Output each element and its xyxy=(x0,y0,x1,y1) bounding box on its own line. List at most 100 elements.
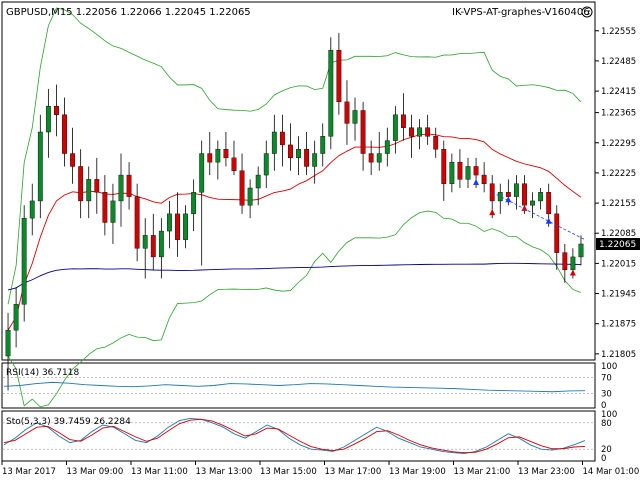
candle-body xyxy=(102,192,108,223)
candle xyxy=(158,218,164,279)
price-axis: 1.22555 1.22485 1.22415 1.22365 1.22295 1.222… xyxy=(595,27,636,360)
candle-body xyxy=(441,149,447,184)
candle xyxy=(465,157,471,188)
candle xyxy=(344,80,350,145)
candle xyxy=(401,93,406,141)
time-tick-label: 13 Mar 09:00 xyxy=(67,467,124,477)
candle-body xyxy=(142,235,148,249)
time-axis: 13 Mar 2017 13 Mar 09:00 13 Mar 11:00 13 Ma… xyxy=(1,461,639,477)
candle-body xyxy=(62,114,67,154)
candle xyxy=(417,119,422,150)
candle-body xyxy=(578,243,584,258)
candle xyxy=(392,106,398,154)
candle-body xyxy=(497,192,503,202)
candle xyxy=(304,132,310,176)
ma-fast-line xyxy=(7,133,582,331)
candle xyxy=(21,205,27,322)
candle xyxy=(328,37,334,150)
candle xyxy=(215,140,221,180)
signal-arrow-icon xyxy=(489,209,496,216)
candle xyxy=(94,157,100,214)
candle xyxy=(312,140,318,184)
candle-body xyxy=(288,144,293,159)
candle xyxy=(207,132,213,176)
rsi-axis: 100 70 30 0 xyxy=(601,362,617,411)
candle-body xyxy=(344,101,350,124)
candle xyxy=(199,140,205,266)
candle-body xyxy=(425,127,431,137)
candle-body xyxy=(360,110,366,154)
candle xyxy=(554,205,560,270)
candle-body xyxy=(376,153,382,163)
bb-lower-line xyxy=(7,210,582,408)
candle xyxy=(360,101,366,171)
candle-body xyxy=(409,127,414,137)
candle-body xyxy=(304,149,310,167)
candle xyxy=(320,123,326,167)
candle-body xyxy=(554,213,560,253)
candle xyxy=(54,84,59,137)
candle-body xyxy=(336,49,342,103)
candle xyxy=(150,213,156,270)
candle xyxy=(70,127,76,184)
candle-body xyxy=(457,161,463,180)
stoch-panel-frame xyxy=(1,410,596,462)
candle xyxy=(239,153,245,214)
rsi-line xyxy=(3,381,586,393)
smiley-icon xyxy=(581,6,593,18)
candle xyxy=(296,136,301,176)
candle xyxy=(167,200,172,249)
candlesticks xyxy=(5,32,584,391)
signal-arrow-icon xyxy=(505,196,512,203)
candle-body xyxy=(183,213,188,240)
candle xyxy=(183,205,188,249)
candle xyxy=(37,114,43,219)
candle-body xyxy=(392,114,398,141)
candle-body xyxy=(86,179,92,202)
price-tick-label: 1.21875 xyxy=(601,320,636,330)
candle-body xyxy=(223,149,229,159)
moving-averages xyxy=(7,133,582,331)
time-tick-label: 13 Mar 2017 xyxy=(2,467,56,477)
candle xyxy=(5,312,11,391)
rsi-indicator xyxy=(3,377,594,394)
price-tick-label: 1.22155 xyxy=(601,199,636,209)
time-tick-label: 13 Mar 13:00 xyxy=(196,467,253,477)
signal-arrow-icon xyxy=(473,179,480,185)
price-tick-label: 1.22555 xyxy=(601,27,636,37)
candle-body xyxy=(546,192,552,215)
candle-body xyxy=(279,131,285,146)
candle xyxy=(191,179,197,232)
candle xyxy=(409,114,414,158)
time-tick-label: 13 Mar 11:00 xyxy=(131,467,188,477)
ea-label: IK-VPS-AT-graphes-V160406 xyxy=(452,7,590,18)
candle-body xyxy=(522,183,527,206)
price-tick-label: 1.21945 xyxy=(601,290,636,300)
candle xyxy=(45,88,51,158)
candle xyxy=(271,114,277,171)
candle xyxy=(134,183,140,262)
candle-body xyxy=(5,329,11,357)
candle-body xyxy=(191,192,197,215)
candle-body xyxy=(417,127,422,137)
candle-body xyxy=(118,174,124,202)
rsi-tick-label: 100 xyxy=(601,362,617,372)
time-tick-label: 13 Mar 21:00 xyxy=(454,467,511,477)
signal-arrow-icon xyxy=(569,269,576,276)
candle-body xyxy=(328,49,334,137)
current-price-tag: 1.22065 xyxy=(596,238,640,250)
candle-body xyxy=(562,252,568,271)
candle-body xyxy=(94,179,100,193)
price-tick-label: 1.22295 xyxy=(601,139,636,149)
candle-body xyxy=(271,131,277,154)
candle xyxy=(223,132,229,167)
price-tick-label: 1.21805 xyxy=(601,350,636,360)
candle-body xyxy=(263,153,269,176)
candle-body xyxy=(538,192,544,202)
signal-arrow-icon xyxy=(545,217,552,224)
candle xyxy=(102,175,108,236)
price-tick-label: 1.22485 xyxy=(601,57,636,67)
